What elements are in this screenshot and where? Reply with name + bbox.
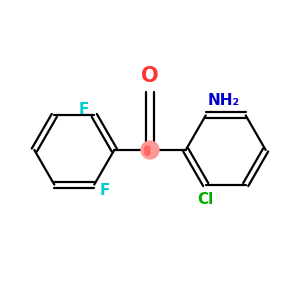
Text: F: F [79,102,89,117]
Circle shape [145,150,150,155]
Text: O: O [141,66,159,86]
Text: NH₂: NH₂ [208,93,240,108]
Circle shape [141,141,159,159]
Text: Cl: Cl [198,192,214,207]
Circle shape [145,146,150,151]
Text: F: F [100,183,110,198]
